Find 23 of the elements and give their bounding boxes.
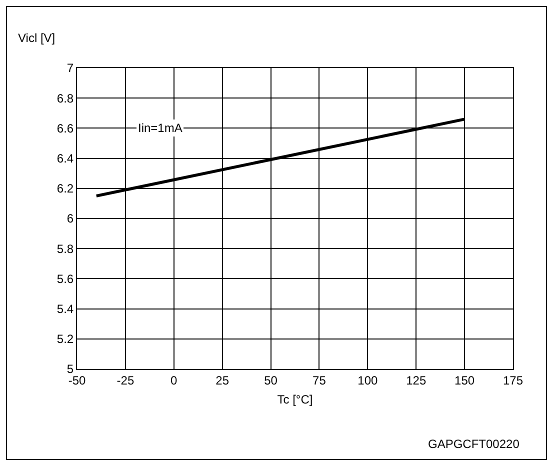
x-tick-label: 25	[216, 373, 230, 388]
x-tick-label: 100	[358, 373, 378, 388]
y-tick-label: 5.4	[56, 302, 74, 316]
y-tick-label: 6.2	[56, 182, 74, 196]
x-tick-label: 50	[264, 373, 278, 388]
x-axis-title: Tc [°C]	[277, 392, 313, 406]
y-tick-label: 6.4	[56, 152, 74, 166]
text: GAPGCFT00220	[428, 437, 520, 451]
y-axis-title: Vicl [V]	[18, 31, 56, 45]
y-tick-label: 5.6	[56, 272, 74, 286]
x-tick-label: 175	[502, 373, 524, 388]
x-tick-label: 150	[454, 373, 475, 388]
y-tick-label: 5.8	[56, 242, 74, 256]
y-tick-label: 7	[66, 61, 74, 76]
y-tick-label: 5.2	[56, 332, 74, 346]
x-tick-label: 0	[170, 373, 178, 388]
y-tick-label: 6	[66, 212, 74, 226]
y-tick-label: 6.6	[56, 121, 74, 136]
annotation: Iin=1mA	[138, 121, 182, 135]
x-tick-label: -25	[116, 373, 134, 388]
x-tick-label: 75	[312, 373, 326, 388]
x-tick-label: 125	[406, 373, 426, 388]
y-tick-label: 6.8	[56, 91, 74, 106]
